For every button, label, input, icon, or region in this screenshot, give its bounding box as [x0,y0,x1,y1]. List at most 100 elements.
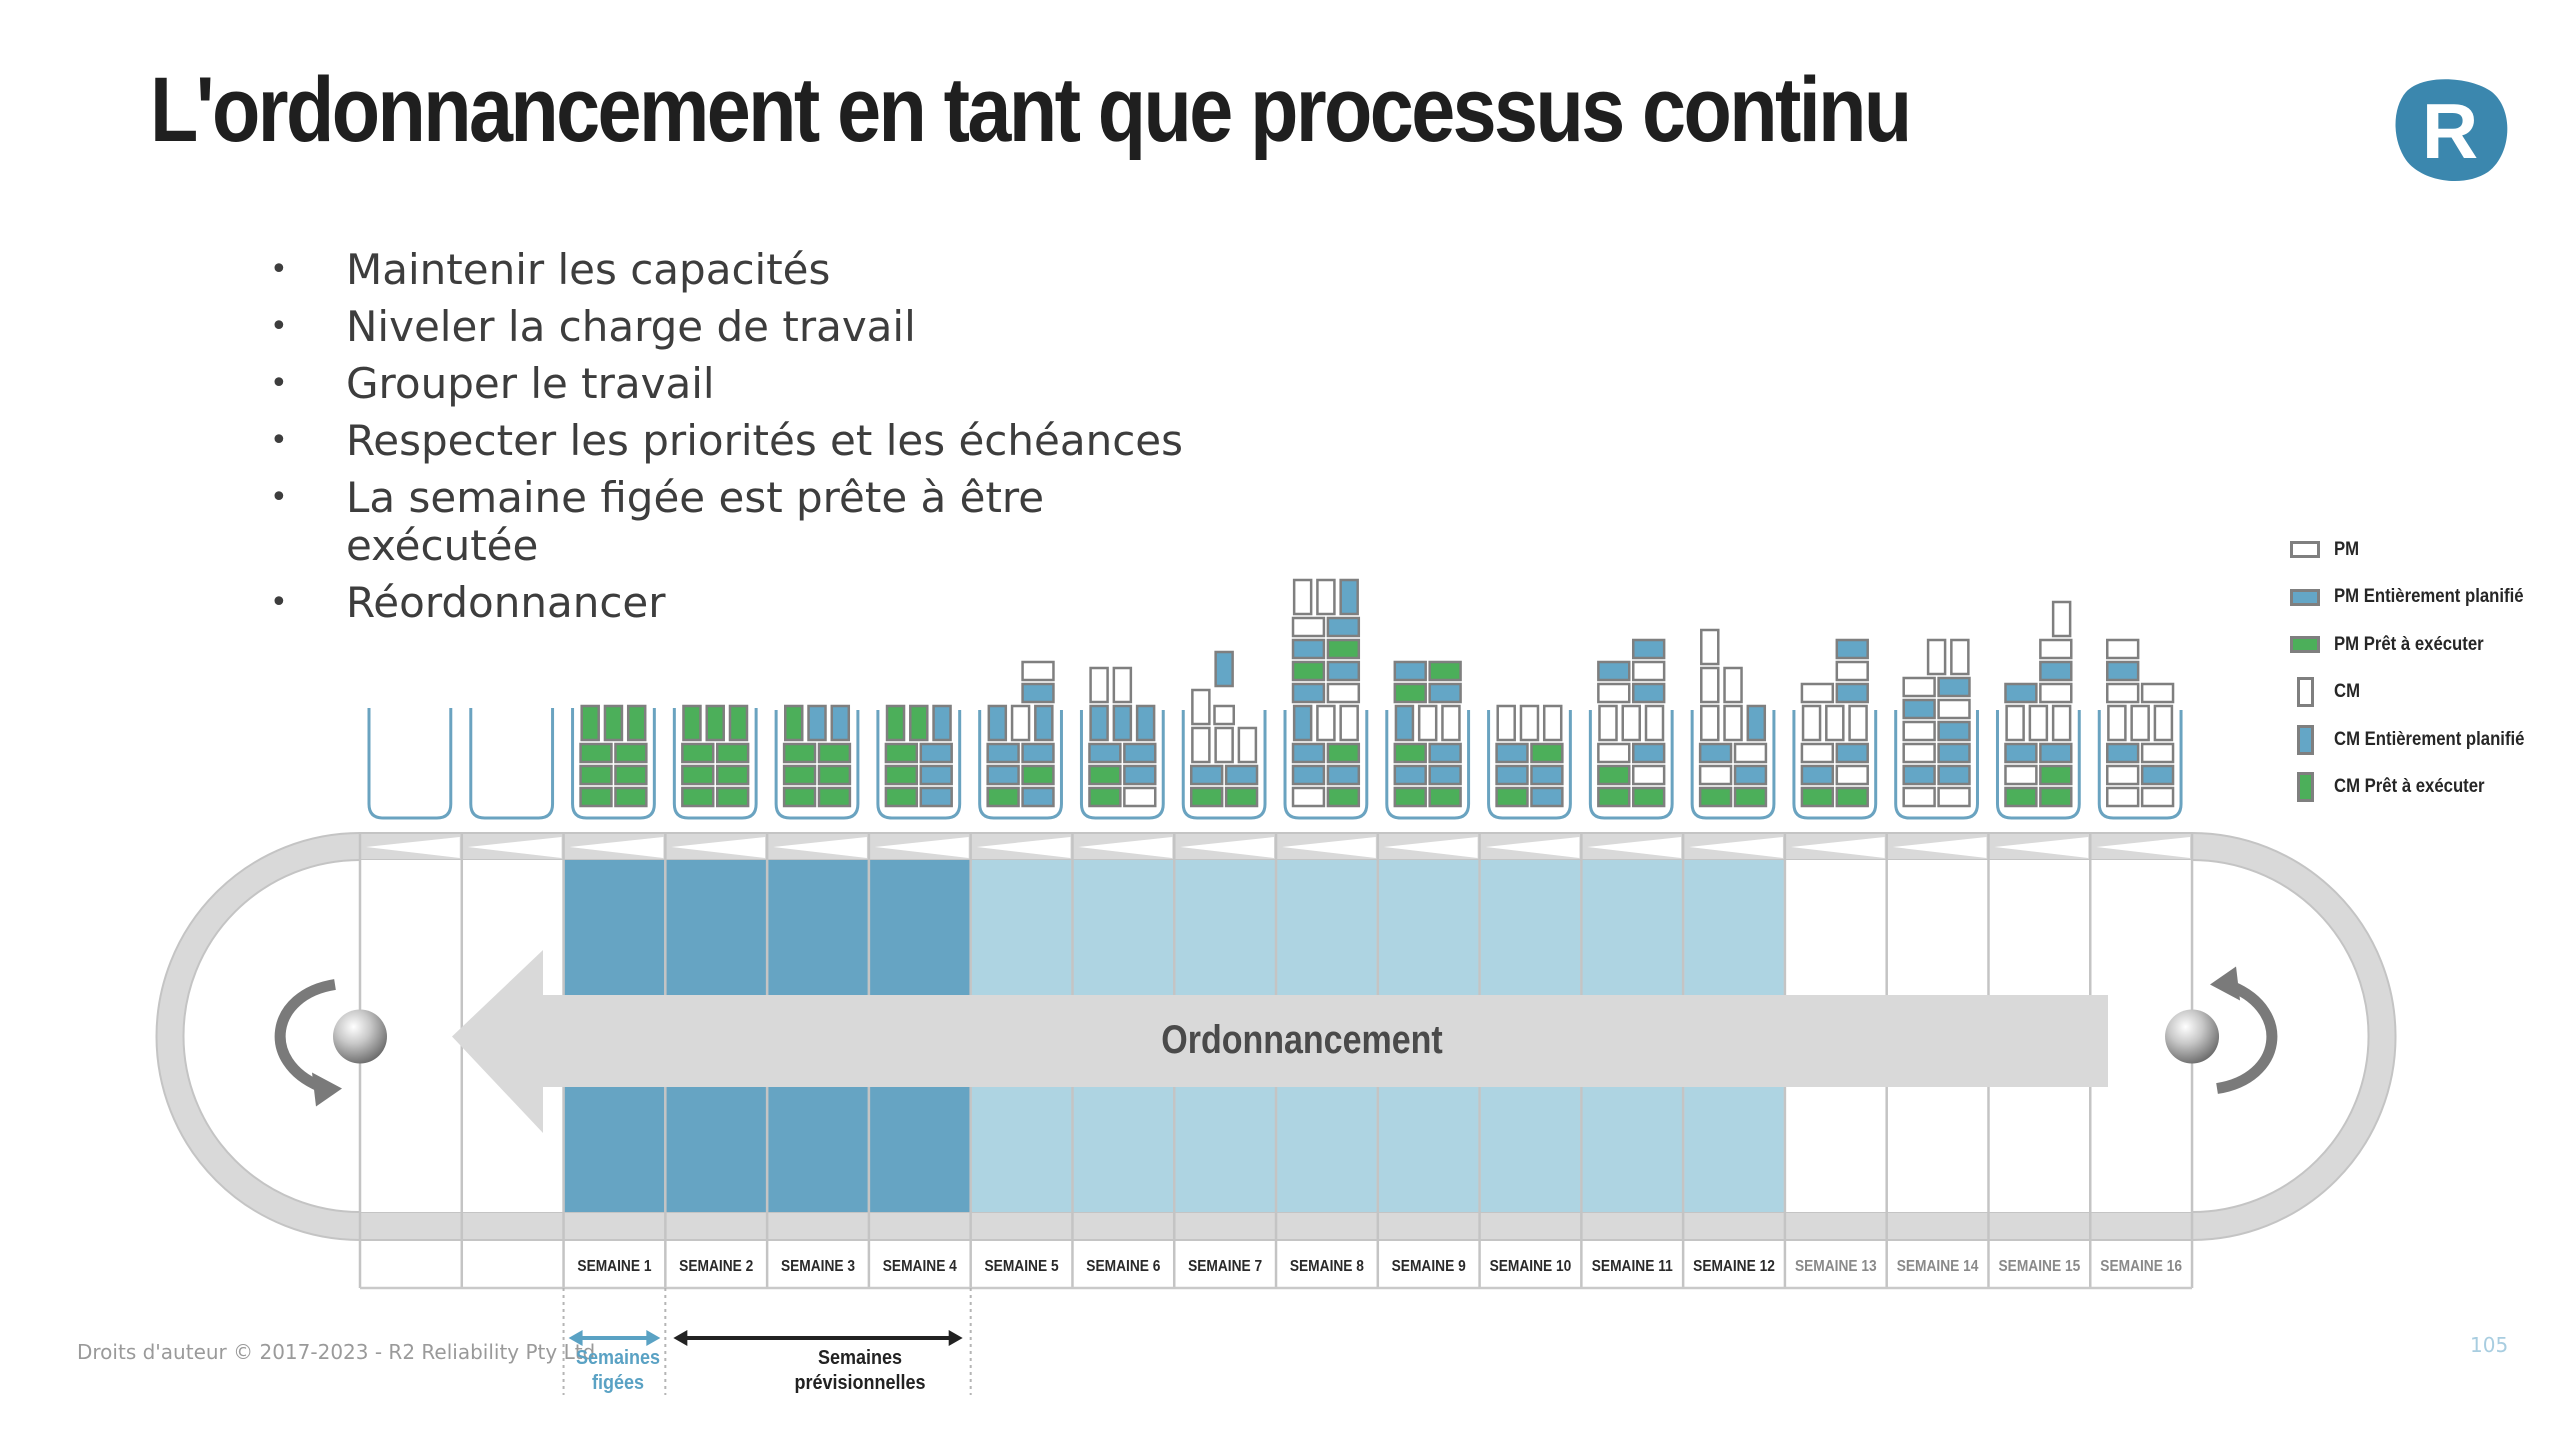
pm-block [2140,764,2175,786]
cm-block [1316,704,1336,742]
legend-label: PM [2334,538,2360,560]
pm-block [1902,676,1936,698]
pm-block [919,764,953,786]
pm-block [1088,786,1122,808]
pm-block [1597,660,1631,682]
bin-outline [876,710,962,820]
belt-chevron [1892,837,1987,858]
pm-block [2004,742,2038,764]
cm-block [909,704,929,742]
cm-block [1394,704,1415,742]
cm-block [1700,704,1720,742]
cm-block [1700,666,1720,704]
pm-block [2039,742,2073,764]
week-label: SEMAINE 2 [679,1257,753,1275]
pm-block [1698,786,1733,808]
cm-block [807,704,827,742]
week-label: SEMAINE 9 [1392,1257,1466,1275]
pm-block [1393,682,1427,704]
cm-block [1214,650,1234,688]
pm-block [715,786,750,808]
belt-chevron [1994,837,2089,858]
pm-block [579,764,613,786]
cm-block [1441,704,1461,742]
pm-block [884,786,919,808]
work-bin [2097,638,2183,820]
pm-block [986,764,1020,786]
pm-block [1835,764,1869,786]
pm-block [1733,764,1768,786]
pm-block [1835,682,1869,704]
pm-block [1021,660,1055,682]
week-label: SEMAINE 15 [1999,1257,2081,1275]
pm-block [1189,786,1224,808]
belt-chevron [1485,837,1580,858]
week-label: SEMAINE 16 [2100,1257,2182,1275]
bin-outline [1588,710,1674,820]
week-label: SEMAINE 1 [577,1257,651,1275]
cm-block [784,704,804,742]
pm-block [1800,742,1835,764]
frozen-weeks-label: Semaines figées [575,1347,661,1394]
work-bin [571,704,656,820]
belt-chevron [2096,837,2191,858]
pm-block [1291,764,1326,786]
cm-block [1598,704,1618,742]
work-bin [1894,638,1979,820]
belt-chevron [671,837,766,858]
work-bin [1079,666,1165,820]
pm-block [1291,616,1326,638]
pm-block [715,742,750,764]
cm-swatch-icon [2290,677,2320,708]
forecast-span-arrow-icon-head [948,1330,963,1346]
legend-label: PM Prêt à exécuter [2334,633,2484,655]
cm-block [705,704,725,742]
cm-block [1825,704,1845,742]
belt-chevron [976,837,1071,858]
rotate-arrow-icon [2216,981,2278,1094]
legend-label: CM [2334,681,2361,703]
cm-block [1292,578,1313,616]
pm-block [1937,786,1971,808]
work-bin [1588,638,1674,820]
logo-blob [2395,79,2508,182]
week-label: SEMAINE 14 [1897,1257,1979,1275]
cm-block [2005,704,2025,742]
cm-block [1926,638,1947,676]
cm-block [987,704,1008,742]
scheduling-arrow-icon [452,950,2108,1133]
cm-block [1089,666,1109,704]
week-label: SEMAINE 10 [1490,1257,1572,1275]
pm-block [1698,742,1733,764]
week-label: SEMAINE 11 [1592,1257,1673,1275]
pm-block [1597,786,1631,808]
pm-block [1800,786,1835,808]
pm-block [1733,742,1768,764]
legend-item: CM [2290,669,2550,717]
cm-block [1089,704,1109,742]
bin-outline [774,710,860,820]
week-label: SEMAINE 12 [1693,1257,1775,1275]
week-label: SEMAINE 6 [1086,1257,1160,1275]
week-label: SEMAINE 13 [1795,1257,1877,1275]
belt-chevron [773,837,867,858]
cm-block [2130,704,2150,742]
cm-block [1191,688,1211,726]
cm-block [1723,666,1743,704]
pm-block [1937,764,1971,786]
pm-block [2004,786,2038,808]
cm-block [885,704,906,742]
cm-block [2028,704,2049,742]
pm-block [2039,682,2073,704]
legend-item: CM Prêt à exécuter [2290,764,2550,812]
work-bin [1487,704,1572,820]
cm-block [1292,704,1313,742]
pm-block [1902,786,1936,808]
belt-chevron [467,837,562,858]
pm-block [1632,764,1666,786]
cm-block [1542,704,1563,742]
pm-block [1291,742,1326,764]
pm-swatch-icon [2290,541,2320,559]
legend-label: CM Entièrement planifié [2334,728,2525,750]
pm-block [1632,638,1666,660]
